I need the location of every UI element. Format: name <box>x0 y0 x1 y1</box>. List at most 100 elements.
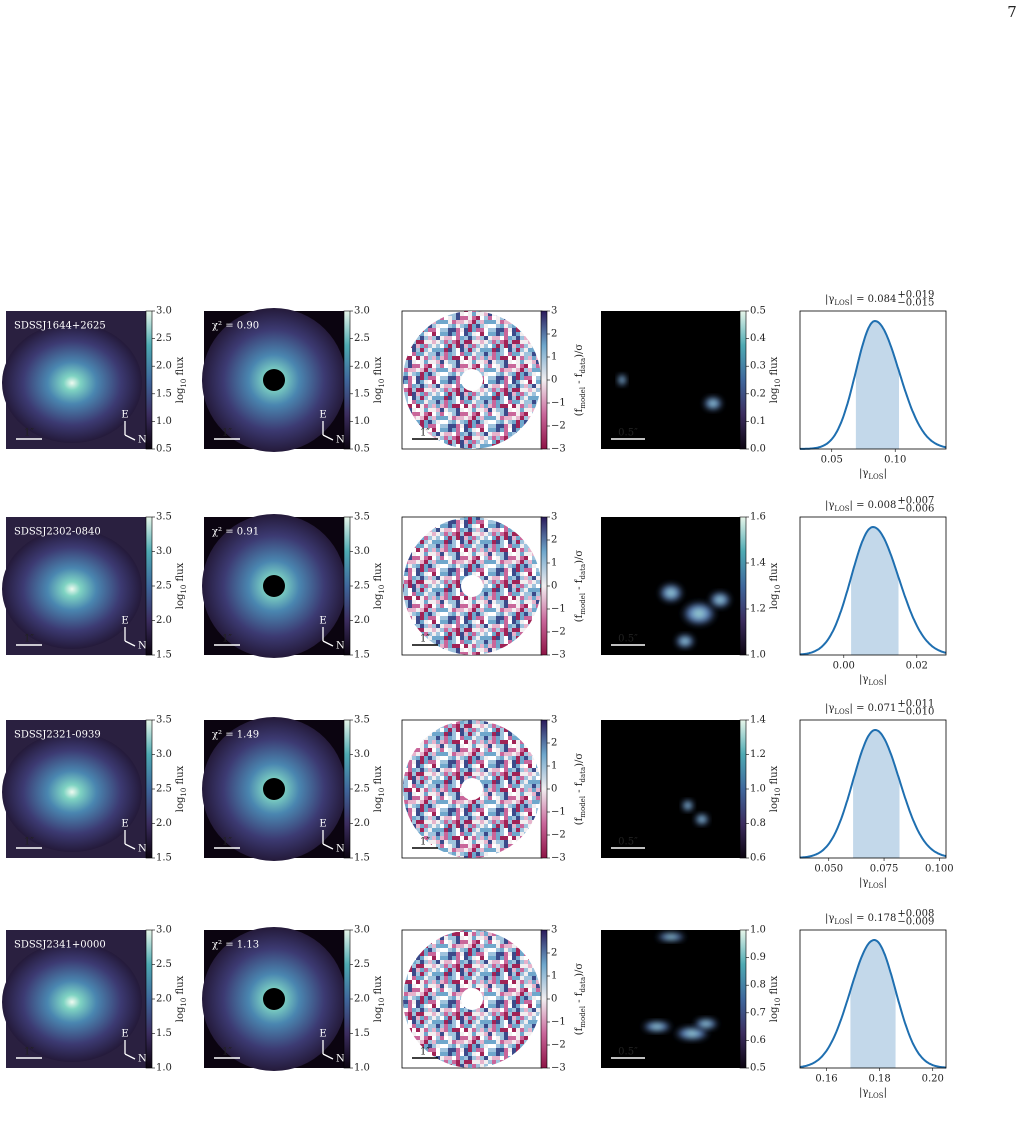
colorbar <box>145 929 153 1069</box>
colorbar-label-part: log <box>373 387 384 403</box>
source-blob <box>701 395 725 412</box>
colorbar-label: log10 flux <box>175 356 189 403</box>
colorbar-label-part: 10 <box>378 998 386 1007</box>
title-equals: = <box>853 703 868 714</box>
source-blob <box>654 931 688 943</box>
colorbar-label-part: - f <box>574 372 585 387</box>
colorbar-label: log10 flux <box>373 765 387 812</box>
colorbar <box>540 719 548 859</box>
posterior-title: |γLOS| = 0.178 <box>825 913 896 927</box>
compass-arrows <box>124 627 136 647</box>
colorbar-tick-label: 2.0 <box>354 818 370 829</box>
colorbar-label-part: data <box>579 564 587 580</box>
colorbar-tick-label: 3 <box>551 306 557 317</box>
colorbar-tick-label: 2.0 <box>156 615 172 626</box>
x-tick-label: 0.100 <box>925 864 954 875</box>
colorbar-label-part: 10 <box>774 998 782 1007</box>
colorbar-tick-label: 1 <box>551 971 557 982</box>
source-blob <box>692 1016 720 1031</box>
x-axis-label: |γLOS| <box>859 674 887 688</box>
colorbar-label-part: log <box>373 593 384 609</box>
colorbar-label-part: log <box>769 1006 780 1022</box>
colorbar-label: (fmodel - fdata)/σ <box>574 344 588 417</box>
mask <box>461 369 483 391</box>
colorbar-tick-label: 0 <box>551 994 557 1005</box>
colorbar-tick-label: 3.0 <box>354 306 370 317</box>
source-blob <box>657 581 685 605</box>
x-axis-label: |γLOS| <box>859 877 887 891</box>
colorbar-label-part: flux <box>769 562 780 584</box>
colorbar-label-part: 10 <box>774 585 782 594</box>
colorbar-tick-label: 2.5 <box>354 333 370 344</box>
colorbar-tick-label: 2.0 <box>156 818 172 829</box>
posterior-frame <box>799 310 947 450</box>
colorbar <box>145 719 153 859</box>
colorbar <box>739 719 747 859</box>
colorbar-tick-label: 2.0 <box>354 615 370 626</box>
posterior-title-part: | <box>850 913 853 924</box>
colorbar-label: log10 flux <box>769 765 783 812</box>
galaxy-light <box>2 942 142 1062</box>
x-axis-label-part: | <box>884 674 887 685</box>
colorbar-tick-label: 2 <box>551 948 557 959</box>
x-tick-label: 0.02 <box>906 661 928 672</box>
colorbar <box>343 719 351 859</box>
scale-bar-label: 1″ <box>222 837 232 848</box>
colorbar-label: (fmodel - fdata)/σ <box>574 550 588 623</box>
title-estimate: 0.008 <box>868 500 897 511</box>
colorbar-label-part: log <box>769 387 780 403</box>
compass-east: E <box>121 410 128 421</box>
compass-arrows <box>322 1040 334 1060</box>
colorbar-label-part: log <box>175 1006 186 1022</box>
colorbar-tick-label: 0.8 <box>750 980 766 991</box>
colorbar-label-part: flux <box>769 356 780 378</box>
scale-bar-label: 1″ <box>24 1047 34 1058</box>
colorbar-tick-label: −1 <box>551 1017 566 1028</box>
posterior-frame <box>799 929 947 1069</box>
colorbar <box>739 929 747 1069</box>
colorbar-tick-label: 3.0 <box>354 749 370 760</box>
posterior-title: |γLOS| = 0.071 <box>825 703 896 717</box>
colorbar-tick-label: 2 <box>551 535 557 546</box>
colorbar-tick-label: 2.0 <box>354 994 370 1005</box>
compass-east: E <box>121 1029 128 1040</box>
colorbar-tick-label: 0.5 <box>750 1063 766 1074</box>
compass-north: N <box>138 641 147 652</box>
colorbar-tick-label: −2 <box>551 1040 566 1051</box>
colorbar <box>739 516 747 656</box>
title-err-plus: +0.007 <box>897 496 934 507</box>
compass-north: N <box>336 435 345 446</box>
colorbar-label: log10 flux <box>175 562 189 609</box>
colorbar-tick-label: 0.7 <box>750 1007 766 1018</box>
posterior-title-part: LOS <box>834 708 849 716</box>
x-tick-label: 0.16 <box>815 1074 837 1085</box>
colorbar-tick-label: 1 <box>551 761 557 772</box>
colorbar-tick-label: 3.5 <box>354 512 370 523</box>
colorbar-tick-label: 1.0 <box>156 1063 172 1074</box>
mask <box>461 575 483 597</box>
source-blob <box>680 798 695 813</box>
title-err-minus: −0.010 <box>897 707 934 718</box>
colorbar-label-part: model <box>579 1005 587 1027</box>
colorbar-tick-label: 3 <box>551 925 557 936</box>
scale-bar-label: 1″ <box>420 428 430 439</box>
x-tick-label: 0.00 <box>833 661 855 672</box>
colorbar-label: log10 flux <box>175 975 189 1022</box>
colorbar-tick-label: 0.8 <box>750 818 766 829</box>
posterior-title-part: LOS <box>834 299 849 307</box>
colorbar-label-part: model <box>579 386 587 408</box>
colorbar-tick-label: 2.5 <box>156 581 172 592</box>
colorbar-label-part: flux <box>373 356 384 378</box>
colorbar-label-part: - f <box>574 991 585 1006</box>
colorbar-tick-label: 3.0 <box>354 925 370 936</box>
colorbar-tick-label: 0.6 <box>750 1035 766 1046</box>
title-equals: = <box>853 500 868 511</box>
colorbar-tick-label: 3.5 <box>354 715 370 726</box>
credible-interval <box>851 527 899 655</box>
colorbar-tick-label: 3.0 <box>156 925 172 936</box>
colorbar-tick-label: 1.5 <box>156 1028 172 1039</box>
colorbar-label-part: log <box>175 387 186 403</box>
colorbar-label-part: flux <box>373 562 384 584</box>
compass-arrows <box>322 627 334 647</box>
colorbar-label: log10 flux <box>373 562 387 609</box>
